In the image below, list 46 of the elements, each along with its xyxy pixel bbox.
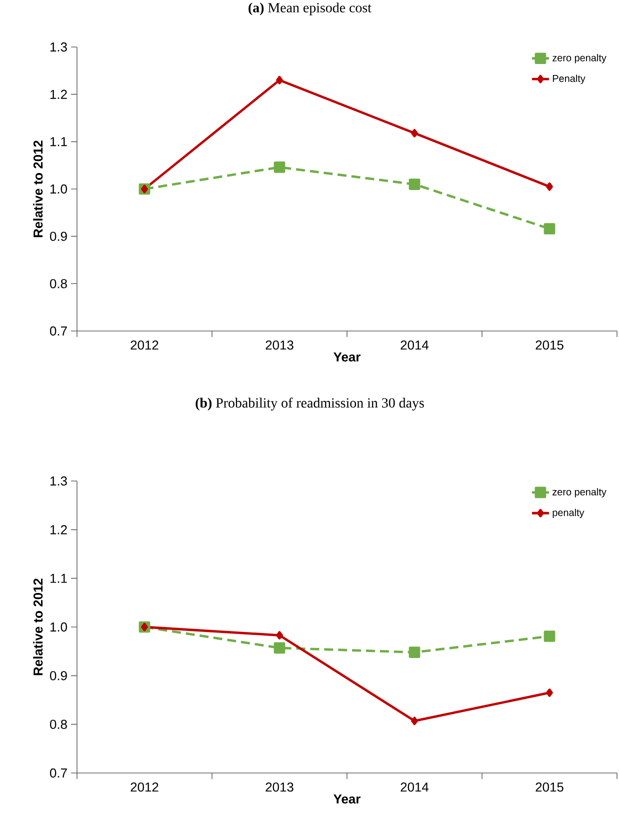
- chart-title: (b) Probability of readmission in 30 days: [196, 398, 424, 410]
- x-tick-label: 2014: [400, 340, 429, 350]
- point: [276, 76, 283, 84]
- legend-label: zero penalty: [552, 488, 606, 498]
- legend-label: Penalty: [552, 74, 586, 84]
- point: [408, 178, 420, 190]
- point: [274, 642, 286, 654]
- y-tick-label: 0.9: [50, 232, 67, 241]
- y-tick-label: 0.7: [50, 326, 67, 336]
- point: [544, 630, 556, 642]
- y-tick-label: 1.1: [50, 137, 67, 146]
- x-tick-label: 2013: [266, 340, 294, 350]
- x-tick-label: 2012: [130, 782, 158, 792]
- y-tick-label: 0.9: [50, 671, 67, 680]
- y-tick-label: 1.1: [50, 574, 67, 583]
- y-tick-label: 1.3: [50, 476, 67, 486]
- x-tick-label: 2014: [400, 782, 429, 792]
- x-axis-title: Year: [334, 794, 360, 804]
- point: [546, 182, 553, 191]
- point: [544, 223, 556, 234]
- legend-label: zero penalty: [552, 54, 606, 64]
- y-axis-title: Relative to 2012: [33, 140, 43, 238]
- y-tick-label: 0.8: [50, 720, 67, 729]
- point: [411, 128, 418, 138]
- y-tick-label: 1.2: [50, 525, 67, 534]
- y-tick-label: 1.0: [50, 184, 68, 194]
- x-tick-label: 2015: [536, 340, 564, 350]
- point: [274, 162, 286, 173]
- point: [141, 184, 148, 194]
- point: [141, 622, 148, 632]
- y-tick-label: 1.2: [50, 90, 67, 99]
- y-axis-title: Relative to 2012: [33, 578, 43, 676]
- y-tick-label: 1.0: [50, 622, 68, 632]
- y-tick-label: 0.8: [50, 279, 67, 288]
- point: [411, 716, 418, 726]
- legend-label: penalty: [552, 508, 584, 518]
- y-tick-label: 0.7: [50, 768, 67, 778]
- y-tick-label: 1.3: [50, 42, 67, 52]
- point: [276, 631, 283, 640]
- x-tick-label: 2012: [130, 340, 158, 350]
- x-tick-label: 2013: [266, 782, 294, 792]
- x-tick-label: 2015: [536, 782, 564, 792]
- x-axis-title: Year: [334, 352, 360, 362]
- point: [408, 646, 420, 658]
- point: [546, 688, 553, 697]
- chart-title: (a) Mean episode cost: [248, 2, 372, 16]
